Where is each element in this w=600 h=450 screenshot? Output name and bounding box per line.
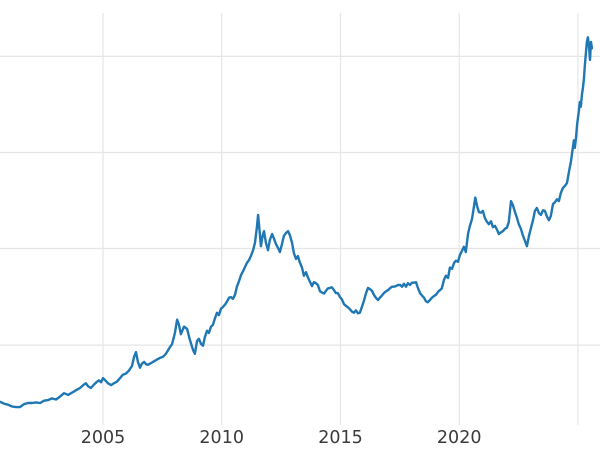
x-tick-label: 2005 <box>81 428 126 448</box>
price-line-series <box>0 36 594 409</box>
x-axis-tick-labels: 2005 2010 2015 2020 <box>81 428 482 448</box>
x-tick-label: 2015 <box>318 428 363 448</box>
x-tick-label: 2020 <box>437 428 482 448</box>
series-path-price <box>0 36 594 409</box>
gridlines <box>0 13 600 425</box>
x-tick-label: 2010 <box>199 428 244 448</box>
